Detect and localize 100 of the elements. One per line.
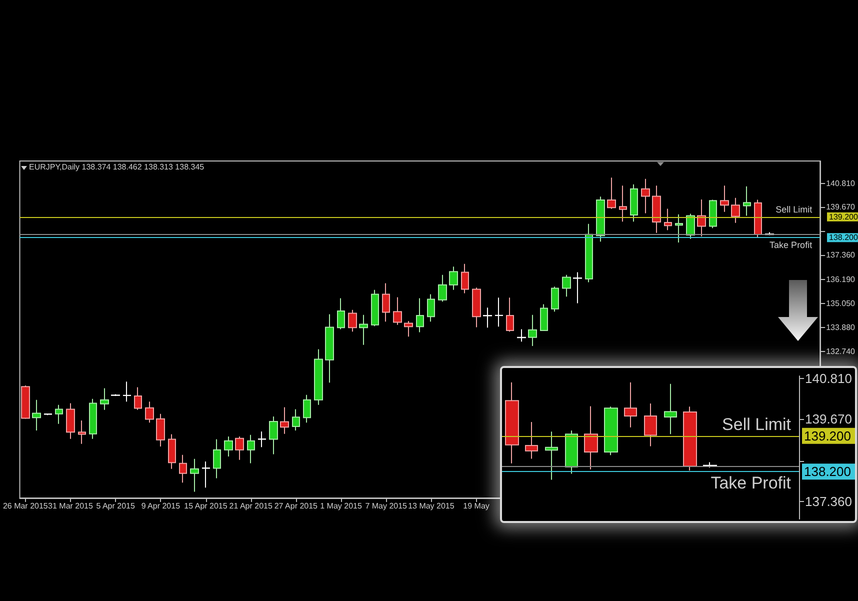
candlestick	[754, 199, 762, 238]
candlestick	[624, 382, 637, 428]
candlestick	[652, 185, 661, 234]
candlestick	[348, 309, 357, 332]
text: 138.200	[829, 233, 858, 242]
candlestick	[404, 320, 413, 338]
candlestick	[416, 298, 424, 333]
candlestick	[607, 177, 616, 210]
x-tick-label: 21 Apr 2015	[229, 502, 273, 510]
candlestick	[55, 404, 63, 424]
candlestick	[525, 422, 538, 460]
candlestick	[247, 434, 255, 464]
candlestick	[461, 263, 469, 294]
candlestick	[202, 461, 210, 488]
candlestick	[179, 454, 187, 484]
candlestick	[235, 436, 244, 460]
candlestick	[720, 185, 729, 212]
y-tick-label: 140.810	[805, 370, 852, 386]
candlestick	[545, 431, 558, 480]
candlestick	[224, 436, 233, 458]
candlestick	[697, 199, 706, 237]
x-tick-label: 27 Apr 2015	[274, 502, 318, 510]
chart-title: EURJPY,Daily 138.374 138.462 138.313 138.345	[29, 162, 205, 172]
candlestick	[371, 289, 379, 327]
candlestick	[123, 381, 131, 402]
candlestick	[709, 199, 717, 229]
candlestick	[100, 388, 109, 410]
candlestick	[314, 348, 323, 406]
candlestick	[506, 297, 514, 332]
y-tick-label: 139.670	[826, 202, 856, 212]
candlestick	[280, 406, 289, 434]
candlestick	[111, 394, 120, 396]
candlestick	[325, 314, 334, 384]
annotation: 138.200	[804, 464, 851, 480]
candlestick	[359, 314, 368, 346]
candlestick	[21, 385, 30, 420]
y-tick-label: 137.360	[805, 494, 852, 510]
candlestick	[438, 274, 447, 302]
candlestick	[78, 420, 86, 444]
candlestick	[134, 386, 142, 410]
y-tick-label: 136.190	[826, 275, 856, 284]
y-tick-label: 132.740	[826, 346, 856, 356]
candlestick	[303, 394, 311, 424]
candlestick	[44, 412, 52, 416]
candlestick	[168, 434, 176, 470]
candlestick	[483, 307, 492, 328]
candlestick	[292, 408, 300, 432]
candlestick	[596, 196, 605, 242]
candlestick	[664, 208, 672, 231]
candlestick	[675, 214, 683, 243]
candlestick	[337, 298, 345, 330]
ref-line-label: Sell Limit	[722, 414, 792, 434]
candlestick	[427, 294, 435, 322]
candlestick	[145, 401, 154, 424]
candlestick	[562, 274, 571, 298]
candlestick	[190, 458, 199, 492]
x-tick-label: 26 Mar 2015	[2, 502, 48, 510]
y-tick-label: 137.360	[826, 250, 856, 260]
candlestick	[505, 382, 519, 464]
x-tick-label: 13 May 2015	[408, 502, 455, 510]
candlestick	[213, 438, 221, 479]
candlestick	[528, 314, 537, 346]
candlestick	[664, 383, 677, 435]
candlestick	[630, 184, 638, 222]
x-tick-label: 9 Apr 2015	[141, 502, 181, 510]
candlestick	[66, 402, 75, 440]
candlestick	[540, 304, 548, 332]
candlestick	[743, 186, 751, 216]
candlestick	[472, 287, 481, 328]
candlestick	[269, 416, 278, 455]
candlestick	[604, 406, 618, 456]
x-tick-label: 5 Apr 2015	[96, 502, 136, 510]
candlestick	[731, 197, 740, 224]
candlestick	[382, 282, 390, 322]
candlestick	[495, 297, 503, 328]
candlestick	[585, 223, 593, 283]
candlestick	[449, 266, 458, 290]
x-tick-label: 15 Apr 2015	[184, 502, 228, 510]
candlestick	[517, 328, 526, 342]
x-tick-label: 1 May 2015	[320, 502, 362, 510]
y-tick-label: 135.050	[826, 298, 856, 308]
candlestick	[551, 286, 559, 312]
ref-line-label: Sell Limit	[776, 204, 813, 214]
candlestick	[565, 430, 578, 474]
text: 139.200	[829, 212, 858, 222]
candlestick	[573, 272, 582, 304]
ref-line-label: Take Profit	[770, 240, 813, 250]
candlestick	[644, 402, 657, 447]
candlestick	[619, 185, 627, 222]
candlestick	[156, 413, 165, 448]
candlestick	[393, 296, 402, 326]
candlestick	[32, 399, 41, 432]
x-tick-label: 19 May	[463, 502, 490, 510]
x-tick-label: 7 May 2015	[365, 502, 408, 510]
y-tick-label: 139.670	[805, 412, 852, 427]
y-tick-label: 140.810	[826, 178, 856, 188]
y-tick-label: 133.880	[826, 323, 856, 332]
annotation: 139.200	[804, 428, 851, 444]
x-tick-label: 31 Mar 2015	[48, 502, 94, 510]
candlestick	[584, 406, 598, 470]
